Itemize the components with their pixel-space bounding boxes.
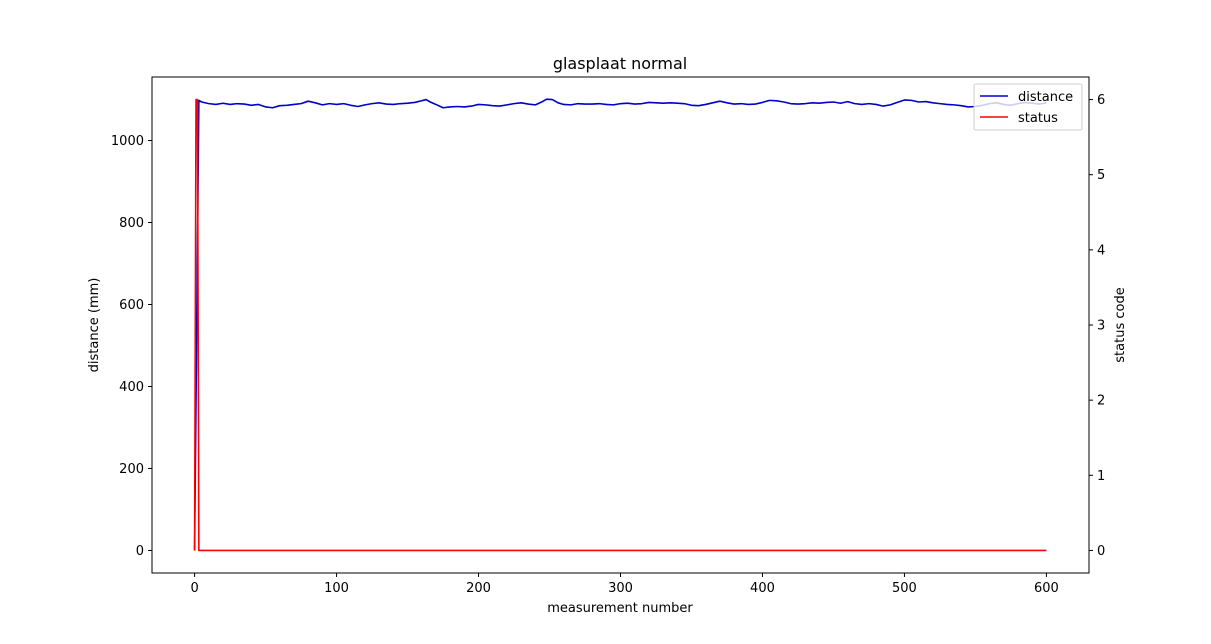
x-tick-label: 400 [750,581,775,596]
y-tick-label: 800 [119,216,144,231]
plot-series [193,98,1047,552]
x-tick-label: 200 [466,581,491,596]
y-tick-label: 200 [119,462,144,477]
y-tick-label: 1000 [111,134,144,149]
y2-tick-label: 3 [1097,319,1105,334]
y-tick-label: 400 [119,380,144,395]
series-line-distance [193,98,1047,551]
y-axis-label: distance (mm) [87,278,102,373]
y-tick-label: 600 [119,298,144,313]
y-ticks: 0 200 400 600 800 1000 [111,134,152,559]
y2-tick-label: 1 [1097,469,1105,484]
y2-tick-label: 6 [1097,93,1105,108]
legend: distance status [973,83,1083,131]
series-line-status [193,98,1047,552]
x-tick-label: 300 [608,581,633,596]
y2-tick-label: 4 [1097,243,1105,258]
x-ticks: 0 100 200 300 400 500 600 [190,573,1059,596]
y2-tick-label: 2 [1097,394,1105,409]
y2-tick-label: 0 [1097,544,1105,559]
x-tick-label: 100 [324,581,349,596]
chart-title: glasplaat normal [553,54,687,73]
y2-axis-label: status code [1113,287,1128,362]
legend-label-status: status [1018,111,1058,126]
x-axis-label: measurement number [547,601,693,616]
x-tick-label: 500 [892,581,917,596]
y2-tick-label: 5 [1097,168,1105,183]
y2-ticks: 0 1 2 3 4 5 6 [1089,93,1105,559]
x-tick-label: 0 [190,581,198,596]
y-tick-label: 0 [136,544,144,559]
x-tick-label: 600 [1034,581,1059,596]
legend-label-distance: distance [1018,90,1073,105]
plot-frame [151,76,1090,574]
